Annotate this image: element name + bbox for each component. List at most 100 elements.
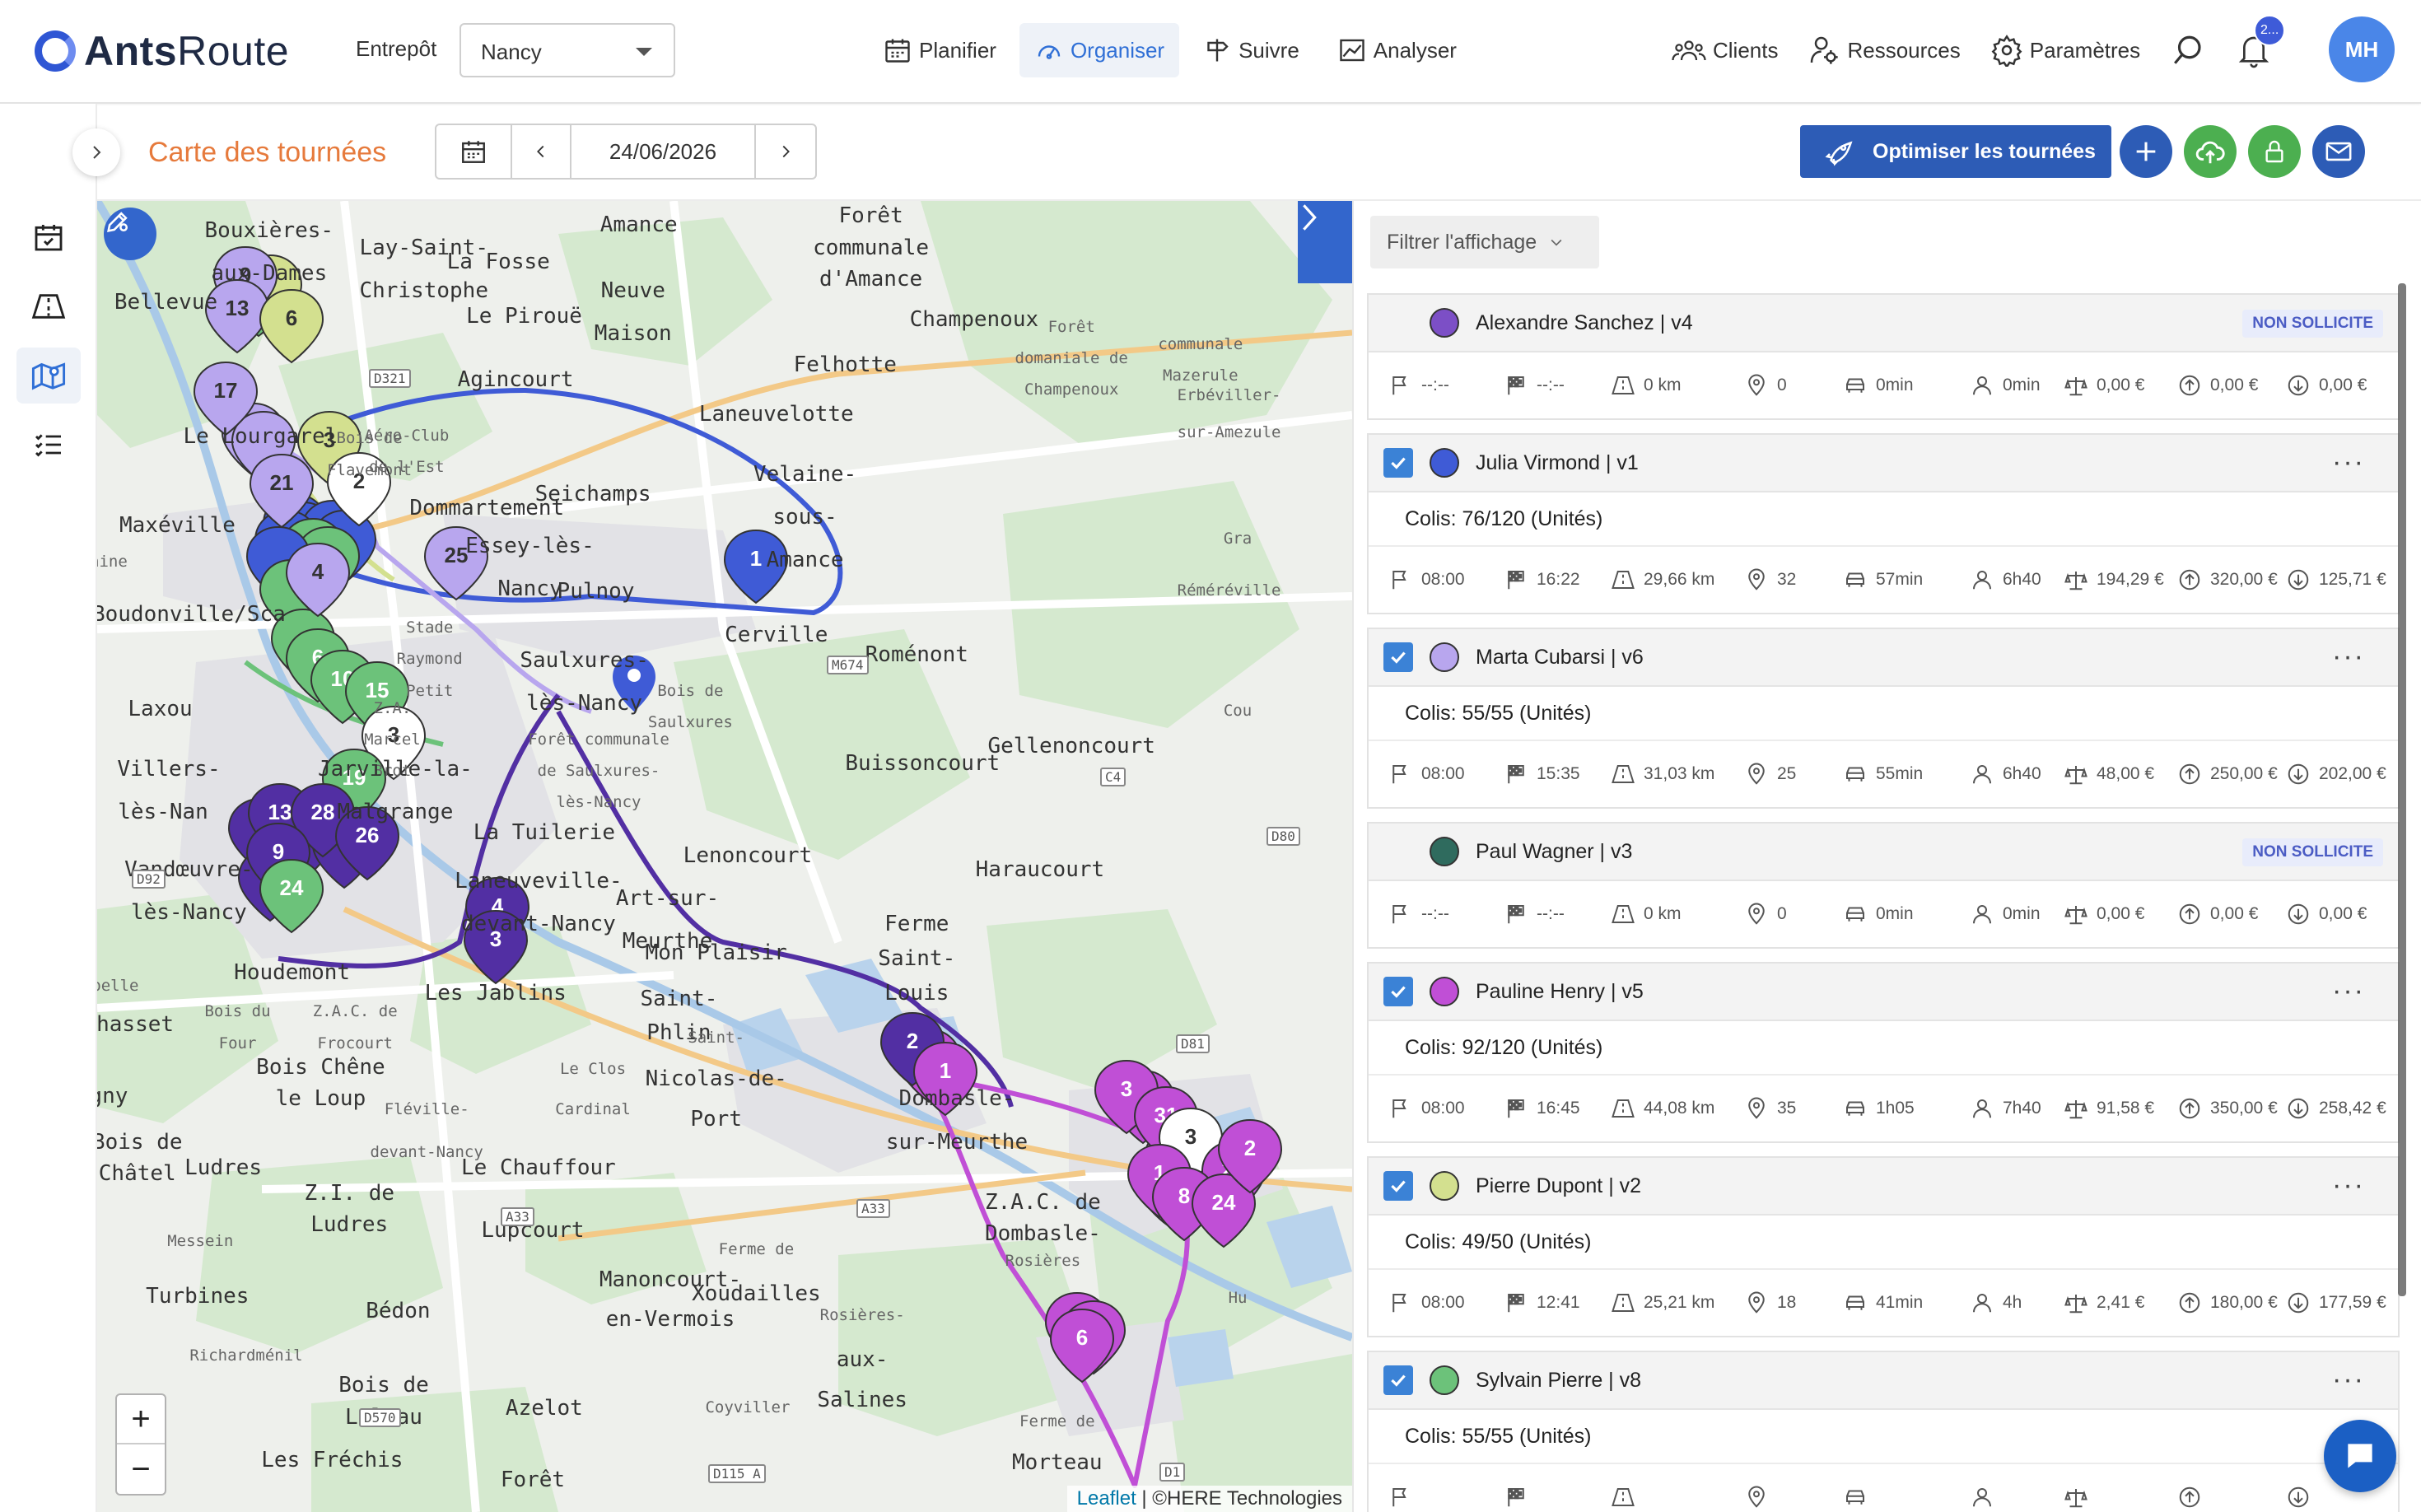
map-place-label: Dombasle- <box>984 1220 1101 1246</box>
map-place-label: Neuve <box>600 278 665 303</box>
depot-marker[interactable] <box>613 656 655 712</box>
stop-marker[interactable]: 1 <box>912 1041 978 1117</box>
more-options-icon[interactable]: ··· <box>2332 1364 2365 1395</box>
filter-display-button[interactable]: Filtrer l'affichage <box>1370 216 1599 268</box>
map-place-label: Bois Chêne <box>256 1055 385 1080</box>
date-navigator: 24/06/2026 <box>435 124 817 180</box>
stop-marker[interactable]: 2 <box>326 451 392 527</box>
rail-item-list[interactable] <box>16 417 81 473</box>
tour-card[interactable]: Julia Virmond | v1 ··· Colis: 76/120 (Unit… <box>1367 433 2400 614</box>
rail-item-distance[interactable] <box>16 278 81 334</box>
tour-card[interactable]: Pierre Dupont | v2 ··· Colis: 49/50 (Unité… <box>1367 1156 2400 1337</box>
map-place-label: d'Amance <box>819 267 923 292</box>
map-place-label: Phlin <box>646 1020 711 1046</box>
lock-button[interactable] <box>2248 125 2301 178</box>
page-title: Carte des tournées <box>148 137 387 168</box>
stat-stops-value: 0 <box>1777 376 1787 394</box>
tour-checkbox[interactable] <box>1383 448 1413 478</box>
stop-marker[interactable]: 17 <box>193 361 259 436</box>
nav-ressources[interactable]: Ressources <box>1801 23 1966 77</box>
left-icon-rail <box>0 104 97 1512</box>
map-place-label: Felhotte <box>793 352 897 378</box>
tour-name: Pierre Dupont | v2 <box>1476 1174 1642 1197</box>
email-button[interactable] <box>2312 125 2365 178</box>
expand-sidebar-button[interactable] <box>72 128 120 176</box>
tour-checkbox[interactable] <box>1383 1365 1413 1395</box>
tour-card[interactable]: Alexandre Sanchez | v4 NON SOLLICITE --:--… <box>1367 293 2400 420</box>
end-time-icon <box>1508 571 1524 590</box>
leaflet-link[interactable]: Leaflet <box>1076 1487 1136 1510</box>
next-day-button[interactable] <box>756 125 815 178</box>
more-options-icon[interactable]: ··· <box>2332 975 2365 1006</box>
stop-marker[interactable]: 25 <box>423 525 489 601</box>
chat-button[interactable] <box>2324 1420 2396 1492</box>
cloud-upload-button[interactable] <box>2184 125 2237 178</box>
start-time-icon <box>1392 571 1406 590</box>
add-button[interactable] <box>2120 125 2172 178</box>
tour-card[interactable]: Marta Cubarsi | v6 ··· Colis: 55/55 (Unité… <box>1367 628 2400 809</box>
zoom-out-button[interactable]: − <box>131 1450 151 1487</box>
tour-card[interactable]: Pauline Henry | v5 ··· Colis: 92/120 (Unit… <box>1367 962 2400 1143</box>
route-lines <box>244 388 1190 1488</box>
status-badge: NON SOLLICITE <box>2242 310 2383 338</box>
svg-text:24: 24 <box>280 875 304 900</box>
tour-card[interactable]: Paul Wagner | v3 NON SOLLICITE --:-- --:-- 0… <box>1367 822 2400 949</box>
map-place-label: Brot <box>373 762 412 781</box>
nav-clients[interactable]: Clients <box>1665 23 1784 77</box>
stop-marker[interactable]: 6 <box>1049 1308 1115 1384</box>
stat-drive-value: 0min <box>1876 904 1914 923</box>
map-place-label: Forêt <box>500 1468 566 1493</box>
panel-scrollbar[interactable] <box>2398 283 2406 1296</box>
more-options-icon[interactable]: ··· <box>2332 1169 2365 1201</box>
check-icon <box>1391 1374 1406 1387</box>
stat-end: --:-- <box>1504 373 1565 398</box>
nav-organiser[interactable]: Organiser <box>1019 23 1180 77</box>
tour-card[interactable]: Sylvain Pierre | v8 ··· Colis: 55/55 (Unit… <box>1367 1351 2400 1512</box>
stat-start: 08:00 <box>1388 1096 1465 1121</box>
stop-marker[interactable]: 3 <box>463 909 529 985</box>
stop-marker[interactable]: 21 <box>249 453 315 529</box>
tour-checkbox[interactable] <box>1383 1171 1413 1201</box>
margin-icon <box>2288 763 2309 785</box>
stop-marker[interactable]: 1 <box>723 529 789 604</box>
nav-analyser[interactable]: Analyser <box>1322 23 1472 77</box>
stat-cost-value: 0,00 € <box>2097 376 2145 394</box>
collapse-panel-button[interactable] <box>1298 201 1352 283</box>
search-button[interactable] <box>2163 23 2213 77</box>
map-place-label: Saint- <box>640 986 718 1011</box>
stop-marker[interactable]: 4 <box>285 542 351 618</box>
tour-colis: Colis: 76/120 (Unités) <box>1369 492 2398 547</box>
stop-marker[interactable]: 26 <box>334 805 400 881</box>
margin-icon <box>2288 569 2309 590</box>
previous-day-button[interactable] <box>512 125 571 178</box>
tour-map[interactable]: 9 13 6 17 3 2 21 4 25 1 6 10 15 3 19 13 28 26 9 24 4 3 2 1 3 31 3 1… <box>97 201 1352 1512</box>
entrepot-select[interactable]: Nancy <box>459 23 675 77</box>
svg-text:3: 3 <box>490 926 501 951</box>
tour-name: Alexandre Sanchez | v4 <box>1476 310 1693 334</box>
optimize-tours-button[interactable]: Optimiser les tournées <box>1800 125 2111 178</box>
map-place-label: Champenoux <box>909 306 1039 332</box>
edit-map-button[interactable] <box>104 208 156 260</box>
stop-marker[interactable]: 2 <box>1217 1118 1283 1194</box>
map-place-label: Nicolas-de- <box>645 1066 787 1091</box>
stop-marker[interactable]: 13 <box>204 278 270 354</box>
date-picker-button[interactable] <box>436 125 512 178</box>
user-avatar[interactable]: MH <box>2329 16 2395 82</box>
play-chevron-icon <box>1303 204 1317 231</box>
nav-parametres[interactable]: Paramètres <box>1984 23 2147 77</box>
more-options-icon[interactable]: ··· <box>2332 446 2365 478</box>
notifications-button[interactable]: 2... <box>2229 15 2286 77</box>
current-date[interactable]: 24/06/2026 <box>571 125 756 178</box>
rail-item-map[interactable] <box>16 348 81 404</box>
start-time-icon <box>1392 1294 1406 1313</box>
rail-item-planning[interactable] <box>16 209 81 265</box>
nav-suivre[interactable]: Suivre <box>1187 23 1314 77</box>
antsroute-logo[interactable]: AntsRoute <box>35 25 289 77</box>
stop-marker[interactable]: 6 <box>259 288 324 364</box>
tour-checkbox[interactable] <box>1383 977 1413 1006</box>
nav-planifier[interactable]: Planifier <box>868 23 1011 77</box>
more-options-icon[interactable]: ··· <box>2332 641 2365 672</box>
zoom-in-button[interactable]: + <box>117 1395 165 1444</box>
tour-checkbox[interactable] <box>1383 642 1413 672</box>
stop-marker[interactable]: 24 <box>259 858 324 934</box>
